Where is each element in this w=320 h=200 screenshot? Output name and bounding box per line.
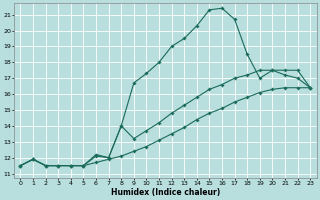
X-axis label: Humidex (Indice chaleur): Humidex (Indice chaleur) xyxy=(111,188,220,197)
